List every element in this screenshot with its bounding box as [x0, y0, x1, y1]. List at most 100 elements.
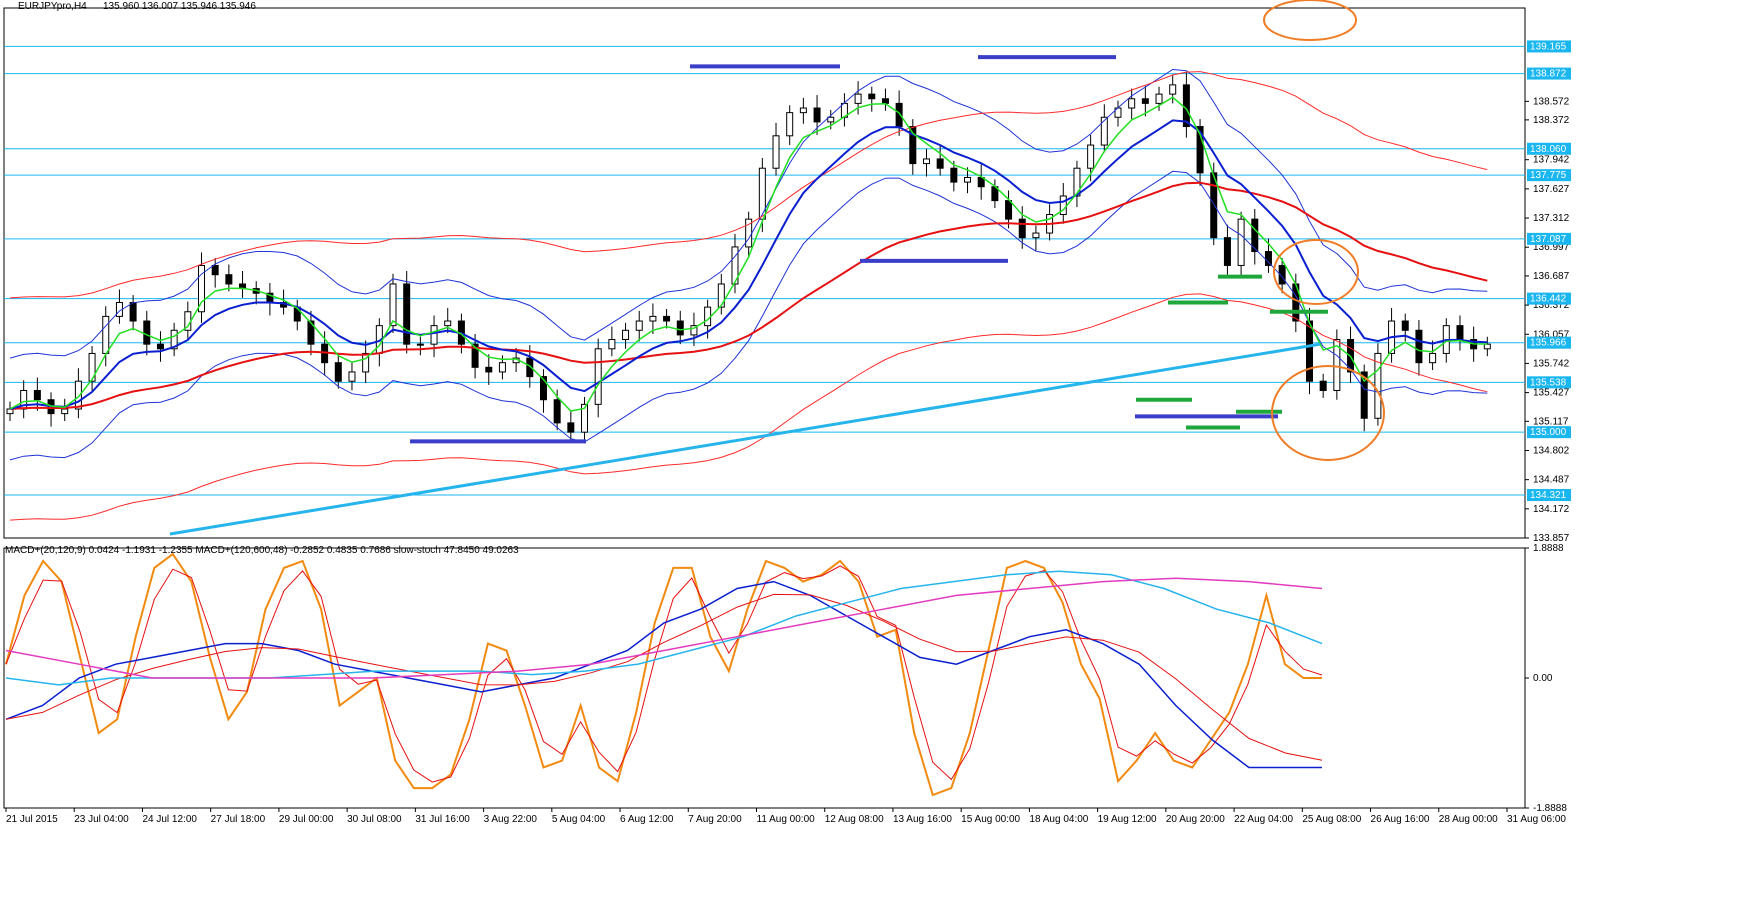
- candle-body: [88, 352, 96, 382]
- candle-body: [1073, 167, 1081, 197]
- candle-body: [1401, 320, 1409, 331]
- candle-body: [964, 176, 972, 183]
- price-tick-label: 138.372: [1533, 115, 1570, 126]
- candle-body: [1141, 98, 1149, 104]
- time-tick-label: 11 Aug 00:00: [757, 814, 816, 825]
- price-tick-label: 137.627: [1533, 184, 1570, 195]
- price-level-tag: [1527, 232, 1571, 245]
- candle-body: [1374, 352, 1382, 419]
- time-tick-label: 3 Aug 22:00: [484, 814, 538, 825]
- candle-body: [594, 348, 602, 405]
- price-level-tag: [1527, 376, 1571, 389]
- candle-body: [1182, 84, 1190, 128]
- candle-body: [635, 320, 643, 331]
- stoch_signal-line: [5, 565, 1323, 783]
- candle-body: [676, 320, 684, 336]
- candle-body: [129, 301, 137, 322]
- candle-body: [471, 343, 479, 368]
- candle-body: [403, 283, 411, 345]
- long-moving-average: [9, 181, 1488, 410]
- candle-body: [389, 283, 397, 327]
- candle-body: [758, 167, 766, 220]
- time-tick-label: 20 Aug 20:00: [1166, 814, 1225, 825]
- time-tick-label: 6 Aug 12:00: [620, 814, 674, 825]
- candle-body: [225, 274, 233, 285]
- candle-body: [922, 158, 930, 165]
- price-tick-label: 137.312: [1533, 213, 1570, 224]
- oscillator-tick-label: 1.8888: [1533, 543, 1564, 554]
- annotation-ellipse: [1263, 0, 1357, 41]
- candle-body: [799, 107, 807, 114]
- candle-body: [881, 98, 889, 104]
- candle-body: [1264, 251, 1272, 266]
- bollinger-lower: [9, 170, 1488, 461]
- price-tick-label: 138.572: [1533, 96, 1570, 107]
- macd_fast_signal-line: [5, 593, 1323, 761]
- candle-body: [33, 389, 41, 401]
- oscillator-tick-label: 0.00: [1533, 673, 1553, 684]
- candle-body: [444, 320, 452, 327]
- time-tick-label: 26 Aug 16:00: [1371, 814, 1430, 825]
- price-tick-label: 136.687: [1533, 271, 1570, 282]
- price-level-label: 135.966: [1530, 338, 1567, 349]
- candle-body: [868, 93, 876, 100]
- price-level-label: 135.538: [1530, 377, 1567, 388]
- candle-body: [74, 380, 82, 410]
- candle-body: [170, 329, 178, 350]
- candle-body: [1360, 371, 1368, 419]
- candle-body: [581, 403, 589, 433]
- time-tick-label: 5 Aug 04:00: [552, 814, 606, 825]
- envelope-upper: [9, 71, 1488, 299]
- price-level-label: 137.087: [1530, 234, 1567, 245]
- candle-body: [485, 366, 493, 373]
- time-tick-label: 31 Jul 16:00: [415, 814, 470, 825]
- candle-body: [1251, 218, 1259, 253]
- price-level-tag: [1527, 142, 1571, 155]
- candle-body: [649, 315, 657, 322]
- rising-trendline: [169, 342, 1321, 536]
- candle-body: [1196, 126, 1204, 174]
- candle-body: [608, 339, 616, 350]
- annotation-ellipse: [1271, 365, 1385, 461]
- candle-body: [731, 246, 739, 285]
- candle-body: [786, 112, 794, 137]
- time-tick-label: 13 Aug 16:00: [893, 814, 952, 825]
- candle-body: [1333, 339, 1341, 391]
- fast-moving-average: [9, 96, 1488, 412]
- price-tick-label: 137.942: [1533, 155, 1570, 166]
- candle-body: [1128, 98, 1136, 109]
- candle-body: [1087, 144, 1095, 169]
- time-tick-label: 23 Jul 04:00: [74, 814, 129, 825]
- bollinger-upper: [9, 68, 1488, 359]
- price-tick-label: 136.372: [1533, 300, 1570, 311]
- time-tick-label: 29 Jul 00:00: [279, 814, 334, 825]
- price-level-tag: [1527, 426, 1571, 439]
- candle-body: [936, 158, 944, 169]
- time-tick-label: 19 Aug 12:00: [1098, 814, 1157, 825]
- candle-body: [1456, 325, 1464, 341]
- candle-body: [1018, 218, 1026, 239]
- price-tick-label: 135.742: [1533, 358, 1570, 369]
- candle-body: [704, 306, 712, 327]
- price-tick-label: 135.427: [1533, 388, 1570, 399]
- candle-body: [1169, 84, 1177, 95]
- candle-body: [102, 315, 110, 354]
- candle-body: [553, 399, 561, 424]
- time-tick-label: 27 Jul 18:00: [211, 814, 266, 825]
- candle-body: [198, 264, 206, 313]
- candle-body: [854, 93, 862, 104]
- oscillator-tick-label: -1.8888: [1533, 803, 1567, 814]
- candle-body: [813, 107, 821, 123]
- candle-body: [156, 343, 164, 350]
- candle-body: [567, 422, 575, 433]
- ohlc-readout: 135.960 136.007 135.946 135.946: [103, 1, 256, 12]
- time-tick-label: 21 Jul 2015: [6, 814, 58, 825]
- price-tick-label: 136.057: [1533, 329, 1570, 340]
- candle-body: [526, 357, 534, 378]
- candle-body: [1483, 343, 1491, 350]
- candle-body: [307, 320, 315, 345]
- time-tick-label: 18 Aug 04:00: [1029, 814, 1088, 825]
- candle-body: [498, 362, 506, 373]
- annotation-ellipse: [1273, 239, 1359, 305]
